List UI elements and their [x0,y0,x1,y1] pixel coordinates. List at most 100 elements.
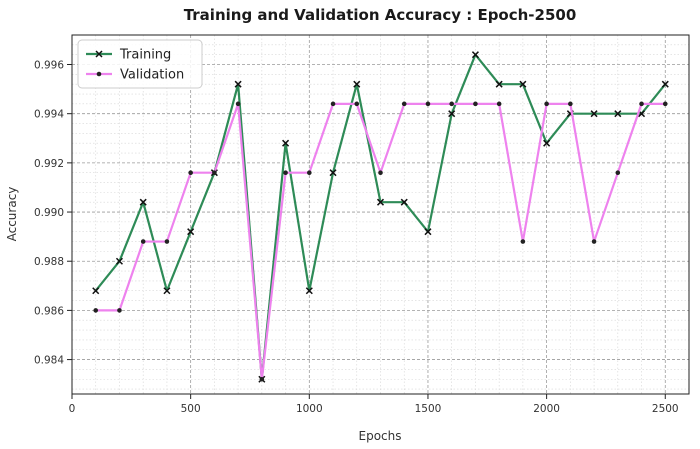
training-point [495,80,503,88]
x-tick-label: 0 [69,403,76,415]
marker-stroke [590,110,598,118]
training-point [139,198,147,206]
training-point [590,110,598,118]
validation-point [283,170,288,175]
marker-stroke [353,80,361,88]
x-tick-label: 2500 [652,403,679,415]
training-point [282,139,290,147]
training-point [448,110,456,118]
marker-stroke [543,139,551,147]
validation-point [639,101,644,107]
marker-stroke [638,110,646,118]
marker-stroke [187,228,195,236]
validation-point [425,101,431,107]
legend-item-training: Training [86,48,171,63]
training-point [187,228,195,236]
marker-stroke [376,198,385,206]
y-tick-label: 0.988 [34,256,64,268]
legend-box [77,39,203,89]
training-point [424,228,432,236]
y-tick-label: 0.990 [34,207,64,219]
plot-area-frame [71,34,690,395]
training-point [163,287,171,295]
training-point [115,257,123,265]
axis-ticks: 0 500 1000 1500 2000 2500 0.984 0.986 0.988 0.990… [34,60,679,415]
training-point [519,80,527,88]
series [92,51,669,383]
training-point [661,80,669,88]
marker-stroke [92,287,100,295]
legend-label-training: Training [119,48,171,63]
validation-point [568,101,573,107]
y-tick-label: 0.994 [34,109,64,121]
validation-point [449,101,454,107]
validation-point [93,308,99,313]
validation-point [140,239,146,244]
marker-stroke [424,228,432,236]
y-tick-label: 0.996 [34,60,64,72]
training-point [329,169,337,177]
validation-point [235,101,241,107]
training-point [92,287,100,295]
marker-stroke [448,110,456,118]
x-tick-label: 1500 [415,403,442,415]
marker-stroke [661,80,669,88]
training-point [400,198,408,206]
training-point [376,198,385,206]
x-tick-label: 1000 [296,403,323,415]
marker-stroke [400,198,408,206]
legend-label-validation: Validation [120,68,184,83]
marker-stroke [163,287,171,295]
validation-point [615,170,621,175]
training-line [94,53,667,381]
y-tick-label: 0.984 [34,355,64,367]
x-tick-label: 2000 [533,403,560,415]
marker-stroke [495,80,503,88]
marker-stroke [95,50,103,58]
x-tick-label: 500 [181,403,201,415]
marker-stroke [282,139,290,147]
validation-point [212,170,217,175]
validation-point [164,239,170,244]
validation-point [188,170,193,175]
validation-series [93,101,668,382]
x-axis-label: Epochs [359,429,402,443]
legend: Training Validation [77,39,203,89]
validation-point [662,101,668,107]
training-point [471,51,479,59]
validation-point [354,101,360,107]
validation-point [117,308,122,313]
marker-stroke [614,110,622,118]
validation-point [591,239,597,244]
training-point [614,110,622,118]
legend-item-validation: Validation [86,68,184,83]
training-point [353,80,361,88]
y-axis-label: Accuracy [5,187,19,242]
training-point [543,139,551,147]
marker-stroke [519,80,527,88]
legend-marker-training [95,50,103,58]
validation-point [307,170,312,175]
validation-point [378,170,383,175]
marker-stroke [305,287,313,295]
marker-stroke [471,51,479,59]
marker-stroke [115,257,123,265]
grid [72,34,690,394]
validation-point [330,101,336,107]
marker-stroke [234,80,242,88]
training-point [305,287,313,295]
validation-point [473,101,478,107]
legend-marker-validation [96,71,102,77]
validation-point [496,101,502,107]
marker-stroke [139,198,147,206]
validation-point [259,376,265,382]
validation-point [544,101,549,107]
marker-stroke [329,169,337,177]
training-point [234,80,242,88]
validation-point [401,101,407,107]
y-tick-label: 0.986 [34,305,64,317]
validation-point [520,239,526,244]
chart-title: Training and Validation Accuracy : Epoch… [184,6,577,24]
y-tick-label: 0.992 [34,158,64,170]
